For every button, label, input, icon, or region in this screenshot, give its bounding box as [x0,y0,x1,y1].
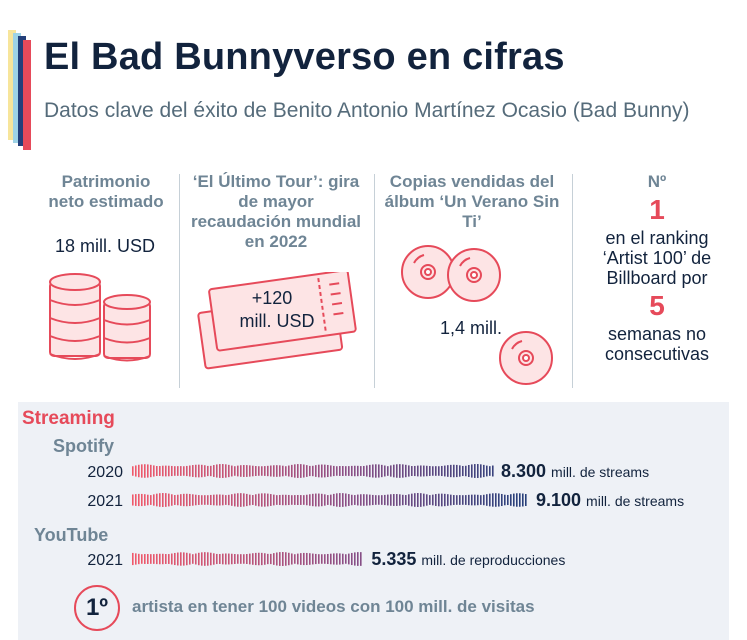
wave-bar-spotify-2020 [132,464,494,478]
disc-icon [401,245,553,385]
wave-bar-youtube-2021 [132,552,362,566]
column-divider-3 [572,174,573,388]
first-place-fact: artista en tener 100 videos con 100 mill… [132,597,535,616]
billboard-text2: semanas no consecutivas [604,324,710,364]
page-title: El Bad Bunnyverso en cifras [44,36,565,78]
coin-stack-icon [49,273,151,362]
billboard-block: Nº 1 en el ranking ‘Artist 100’ de Billb… [586,172,728,364]
spotify-label: Spotify [53,436,114,456]
data-label: 8.300 mill. de streams [501,461,649,481]
streaming-panel [18,402,729,640]
decor-stripe-yellow [8,30,16,140]
billboard-rank: 1 [649,194,665,225]
first-place-badge: 1º [74,585,120,631]
page-subtitle: Datos clave del éxito de Benito Antonio … [44,99,690,122]
year-label: 2021 [87,552,123,569]
column-divider-2 [374,174,375,388]
year-label: 2021 [87,493,123,510]
tour-value-line2: mill. USD [239,311,315,331]
decor-stripe-red [23,40,31,150]
column-divider-1 [179,174,180,388]
billboard-weeks: 5 [649,290,665,321]
album-label: Copias vendidas del álbum ‘Un Verano Sin… [384,172,560,231]
networth-value: 18 mill. USD [54,236,156,256]
billboard-text1: en el ranking ‘Artist 100’ de Billboard … [602,228,712,288]
tour-label: ‘El Último Tour’: gira de mayor recaudac… [190,172,362,251]
wave-bar-spotify-2021 [132,493,527,507]
streaming-chart: 2020 8.300 mill. de streams 2021 9.100 mill. … [87,461,684,569]
streaming-title: Streaming [22,408,115,429]
networth-label: Patrimonio neto estimado [48,172,164,211]
billboard-prefix: Nº [647,172,667,191]
year-label: 2020 [87,464,123,481]
tour-value-line1: +120 [251,288,293,308]
decor-stripe-navy [18,36,26,146]
ticket-icon [197,272,357,370]
decor-stripe-blue [13,33,21,143]
album-value: 1,4 mill. [439,318,502,338]
data-label: 9.100 mill. de streams [536,490,684,510]
youtube-label: YouTube [34,525,109,545]
data-label: 5.335 mill. de reproducciones [371,549,565,569]
